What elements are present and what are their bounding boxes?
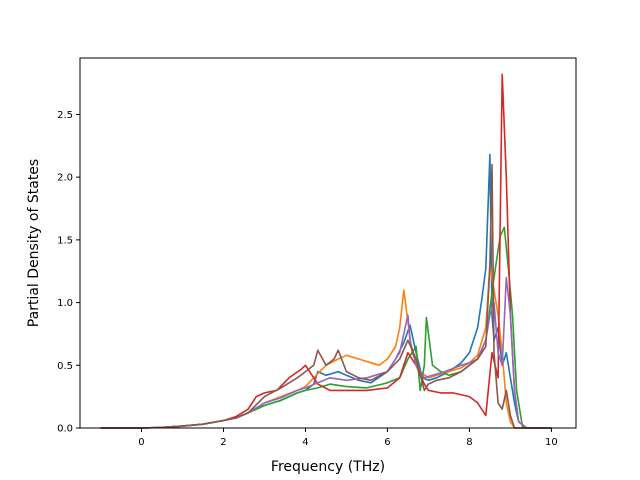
x-tick-label: 4: [302, 437, 308, 448]
y-tick-label: 0.5: [57, 361, 73, 372]
x-axis-title: Frequency (THz): [271, 459, 385, 475]
x-tick-label: 0: [138, 437, 144, 448]
y-tick-label: 1.5: [57, 235, 73, 246]
y-tick-label: 2.5: [57, 110, 73, 121]
y-tick-label: 0.0: [57, 424, 73, 435]
x-axis: 0 2 4 6 8 10: [138, 428, 558, 448]
y-axis: 0.0 0.5 1.0 1.5 2.0 2.5: [57, 110, 80, 435]
series-layer: [100, 73, 552, 429]
series-line-6: [100, 163, 552, 429]
y-tick-label: 2.0: [57, 173, 73, 184]
x-tick-label: 2: [220, 437, 226, 448]
y-tick-label: 1.0: [57, 298, 73, 309]
x-tick-label: 10: [545, 437, 558, 448]
x-tick-label: 6: [384, 437, 390, 448]
series-line-4: [100, 73, 552, 429]
y-axis-title: Partial Density of States: [26, 159, 42, 327]
x-tick-label: 8: [466, 437, 472, 448]
plot-frame: [79, 57, 577, 429]
